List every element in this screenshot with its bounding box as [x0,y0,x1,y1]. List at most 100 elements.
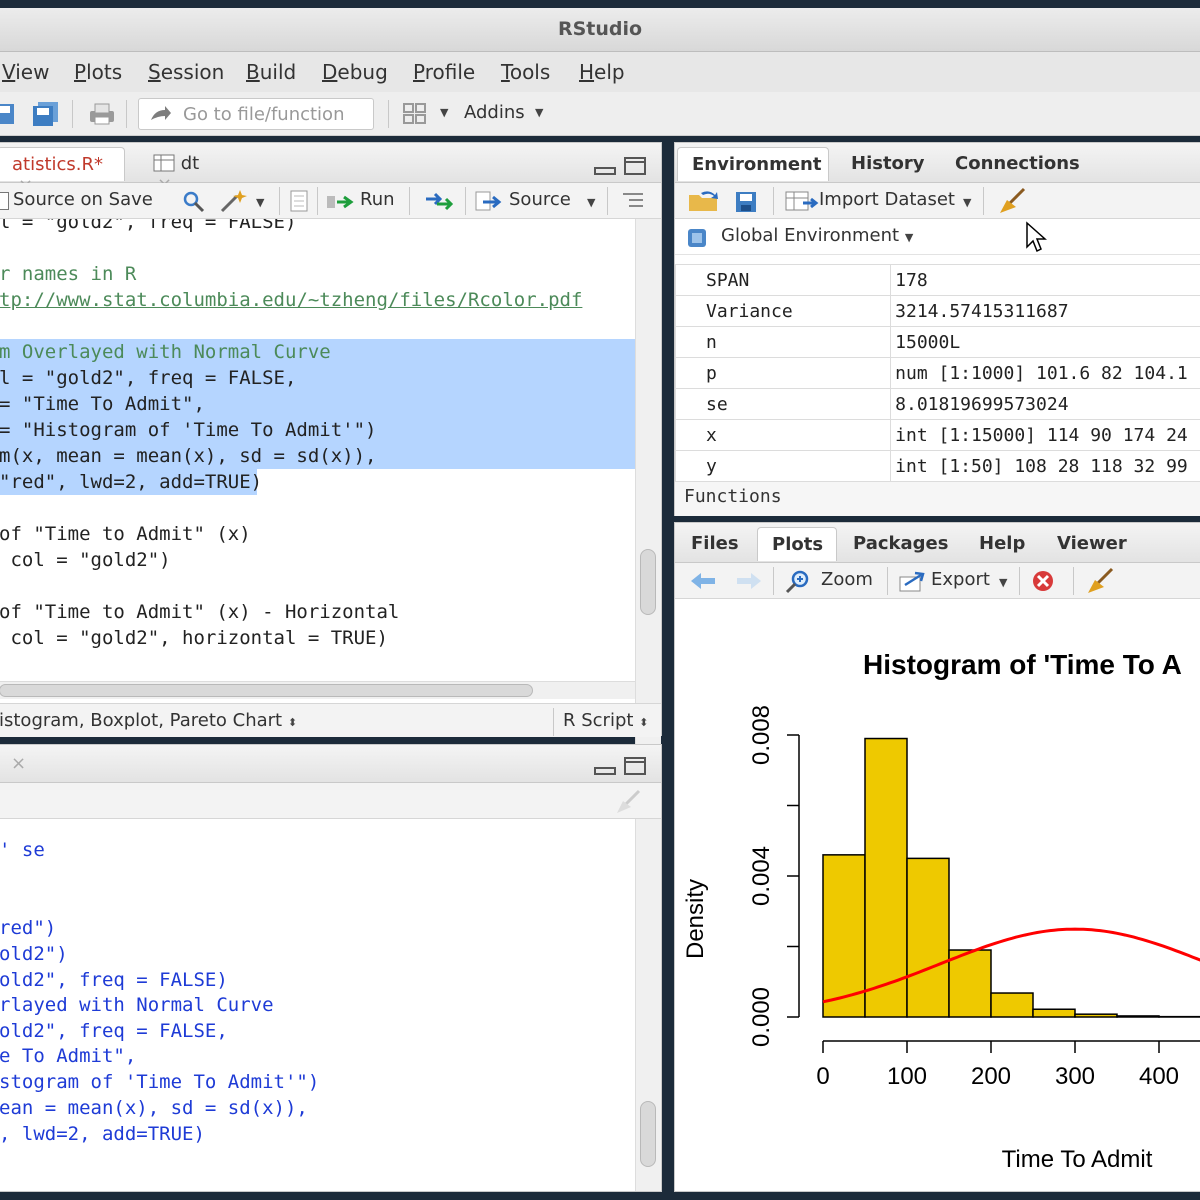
pane-layout-icon[interactable] [402,102,428,126]
console-line: red") [0,917,57,939]
compile-report-icon[interactable] [289,190,309,212]
environment-scope-bar: Global Environment ▼ [675,219,1200,255]
export-button[interactable]: Export [931,569,990,590]
code-line: r names in R [0,263,137,285]
back-arrow-icon[interactable] [689,571,717,591]
tab-history[interactable]: History [851,153,925,174]
code-tools-dropdown-icon[interactable]: ▼ [256,196,265,209]
menu-help[interactable]: Help [579,60,625,84]
print-icon[interactable] [88,102,116,126]
menu-session[interactable]: Session [148,60,225,84]
source-button[interactable]: Source [509,189,571,210]
save-workspace-icon[interactable] [735,191,759,213]
global-environment-selector[interactable]: Global Environment ▼ [721,225,914,246]
import-dataset-button[interactable]: Import Dataset [819,189,955,210]
rerun-icon[interactable] [423,191,453,211]
menu-plots[interactable]: Plots [74,60,123,84]
menubar: View Plots Session Build Debug Profile T… [0,52,1200,92]
tab-packages[interactable]: Packages [853,533,949,554]
close-icon[interactable]: × [11,753,27,774]
console-scrollbar[interactable] [635,819,661,1191]
code-line: col = "gold2", horizontal = TRUE) [0,627,388,649]
tab-plots[interactable]: Plots [757,527,837,561]
source-on-save-checkbox[interactable] [0,192,9,210]
source-on-save-label[interactable]: Source on Save [13,189,153,210]
tab-statistics-r[interactable]: atistics.R* × [0,147,125,196]
code-line: = "Histogram of 'Time To Admit'") [0,419,377,441]
table-row[interactable]: Variance 3214.57415311687 [674,295,1200,327]
minimize-maximize-icon[interactable] [593,155,649,177]
menu-view[interactable]: View [2,60,50,84]
load-workspace-icon[interactable] [687,189,721,213]
code-line: col = "gold2") [0,549,171,571]
editor-scroll-thumb[interactable] [640,549,656,615]
forward-arrow-icon[interactable] [735,571,763,591]
environment-pane: Environment History Connections Import D… [674,142,1200,516]
var-value: 178 [890,264,1200,296]
x-tick-label: 400 [1139,1063,1179,1090]
remove-plot-icon[interactable] [1031,569,1055,593]
save-icon[interactable] [0,102,16,126]
file-type-selector[interactable]: R Script ⬍ [563,710,649,731]
var-name: x [674,419,892,451]
window-title: RStudio [557,18,643,40]
go-to-file-input[interactable]: Go to file/function [138,98,374,130]
save-all-icon[interactable] [32,101,60,127]
code-line: tp://www.stat.columbia.edu/~tzheng/files… [0,289,583,311]
table-row[interactable]: se 8.01819699573024 [674,388,1200,420]
addins-dropdown-icon[interactable]: ▼ [535,106,544,119]
export-dropdown-icon[interactable]: ▼ [999,576,1008,589]
minimize-maximize-icon[interactable] [593,755,649,777]
code-line: "red", lwd=2, add=TRUE) [0,471,263,493]
mouse-cursor-icon [1026,221,1047,253]
go-arrow-icon [151,106,171,120]
console-scroll-thumb[interactable] [640,1101,656,1167]
clear-console-broom-icon[interactable] [613,789,643,815]
console-toolbar [0,783,661,819]
tab-help[interactable]: Help [979,533,1026,554]
zoom-button[interactable]: Zoom [821,569,873,590]
editor-vertical-scrollbar[interactable] [635,219,661,749]
tab-connections[interactable]: Connections [955,153,1080,174]
table-row[interactable]: x int [1:15000] 114 90 174 24 [674,419,1200,451]
histogram-bar [1074,1013,1118,1018]
var-name: se [674,388,892,420]
menu-profile[interactable]: Profile [413,60,476,84]
tab-files[interactable]: Files [691,533,739,554]
menu-build[interactable]: Build [246,60,297,84]
import-dataset-dropdown-icon[interactable]: ▼ [963,196,972,209]
var-value: 3214.57415311687 [890,295,1200,327]
editor-horizontal-scrollbar[interactable] [0,681,635,699]
addins-menu[interactable]: Addins [464,102,525,123]
y-axis-label: Density [682,879,709,959]
clear-workspace-broom-icon[interactable] [997,187,1027,215]
var-value: int [1:50] 108 28 118 32 99 [890,450,1200,482]
var-value: int [1:15000] 114 90 174 24 [890,419,1200,451]
code-line: of "Time to Admit" (x) - Horizontal [0,601,400,623]
clear-plots-broom-icon[interactable] [1085,567,1115,595]
function-navigator[interactable]: istogram, Boxplot, Pareto Chart ⬍ [0,710,298,731]
tab-environment[interactable]: Environment [677,147,829,181]
table-row[interactable]: n 15000L [674,326,1200,358]
outline-icon[interactable] [621,192,647,210]
code-tools-wand-icon[interactable] [219,188,251,214]
menu-tools[interactable]: Tools [501,60,551,84]
editor-hscroll-thumb[interactable] [0,684,533,697]
y-tick-label: 0.000 [748,987,775,1047]
code-area[interactable]: l = "gold2", freq = FALSE) r names in R … [0,219,635,825]
layout-dropdown-icon[interactable]: ▼ [440,106,449,119]
r-environment-icon [688,229,706,247]
search-icon[interactable] [182,190,206,214]
run-button[interactable]: Run [360,189,395,210]
tab-dt[interactable]: dt × [139,147,221,195]
y-tick-label: 0.008 [748,705,775,765]
source-dropdown-icon[interactable]: ▼ [587,196,596,209]
table-row[interactable]: p num [1:1000] 101.6 82 104.1 [674,357,1200,389]
menu-debug[interactable]: Debug [322,60,388,84]
table-row[interactable]: y int [1:50] 108 28 118 32 99 [674,450,1200,482]
var-name: p [674,357,892,389]
tab-viewer[interactable]: Viewer [1057,533,1127,554]
console-output[interactable]: ' se red") old2") old2", freq = FALSE) r… [0,819,635,1193]
table-row[interactable]: SPAN 178 [674,264,1200,296]
console-tabbar: × [0,745,661,783]
